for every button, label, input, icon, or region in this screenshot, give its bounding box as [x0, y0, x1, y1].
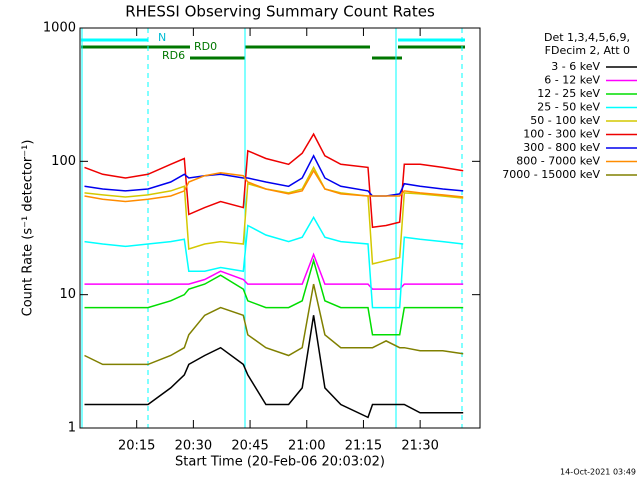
- y-axis-label: Count Rate (s⁻¹ detector⁻¹): [21, 140, 36, 317]
- y-tick-label: 100: [51, 154, 76, 169]
- footer: 14-Oct-2021 03:49: [560, 468, 636, 477]
- legend-label: 3 - 6 keV: [551, 60, 600, 73]
- legend-label: 100 - 300 keV: [523, 128, 600, 141]
- data-line: [84, 257, 464, 336]
- y-tick-label: 1: [68, 421, 76, 436]
- legend-label: 7000 - 15000 keV: [502, 168, 600, 181]
- legend-label: 12 - 25 keV: [537, 87, 600, 100]
- y-tick-label: 1000: [43, 21, 76, 36]
- annotation: RD0: [194, 40, 217, 53]
- legend-header: FDecim 2, Att 0: [545, 44, 630, 57]
- data-line: [84, 252, 464, 290]
- legend-label: 6 - 12 keV: [544, 74, 600, 87]
- legend-label: 800 - 7000 keV: [516, 155, 600, 168]
- data-line: [84, 132, 464, 229]
- data-line: [84, 215, 464, 309]
- data-line: [84, 315, 464, 419]
- x-tick-label: 20:30: [175, 439, 212, 454]
- data-line: [84, 165, 464, 265]
- attenuator-indicators: N RD0 RD6: [81, 28, 465, 428]
- chart-title: RHESSI Observing Summary Count Rates: [125, 3, 435, 21]
- y-tick-label: 10: [59, 287, 76, 302]
- legend-label: 300 - 800 keV: [523, 141, 600, 154]
- legend-label: 50 - 100 keV: [530, 114, 600, 127]
- x-tick-label: 20:45: [231, 439, 268, 454]
- x-tick-label: 21:15: [345, 439, 382, 454]
- x-tick-label: 21:30: [401, 439, 438, 454]
- legend-header: Det 1,3,4,5,6,9,: [544, 31, 630, 44]
- annotation: N: [158, 31, 166, 44]
- x-tick-label: 21:00: [288, 439, 325, 454]
- legend-label: 25 - 50 keV: [537, 101, 600, 114]
- x-axis-label: Start Time (20-Feb-06 20:03:02): [175, 455, 385, 470]
- data-line: [84, 154, 464, 197]
- plot-frame: [79, 27, 481, 429]
- annotation: RD6: [162, 49, 185, 62]
- data-line: [84, 283, 464, 366]
- x-tick-label: 20:15: [118, 439, 155, 454]
- data-line: [84, 169, 464, 203]
